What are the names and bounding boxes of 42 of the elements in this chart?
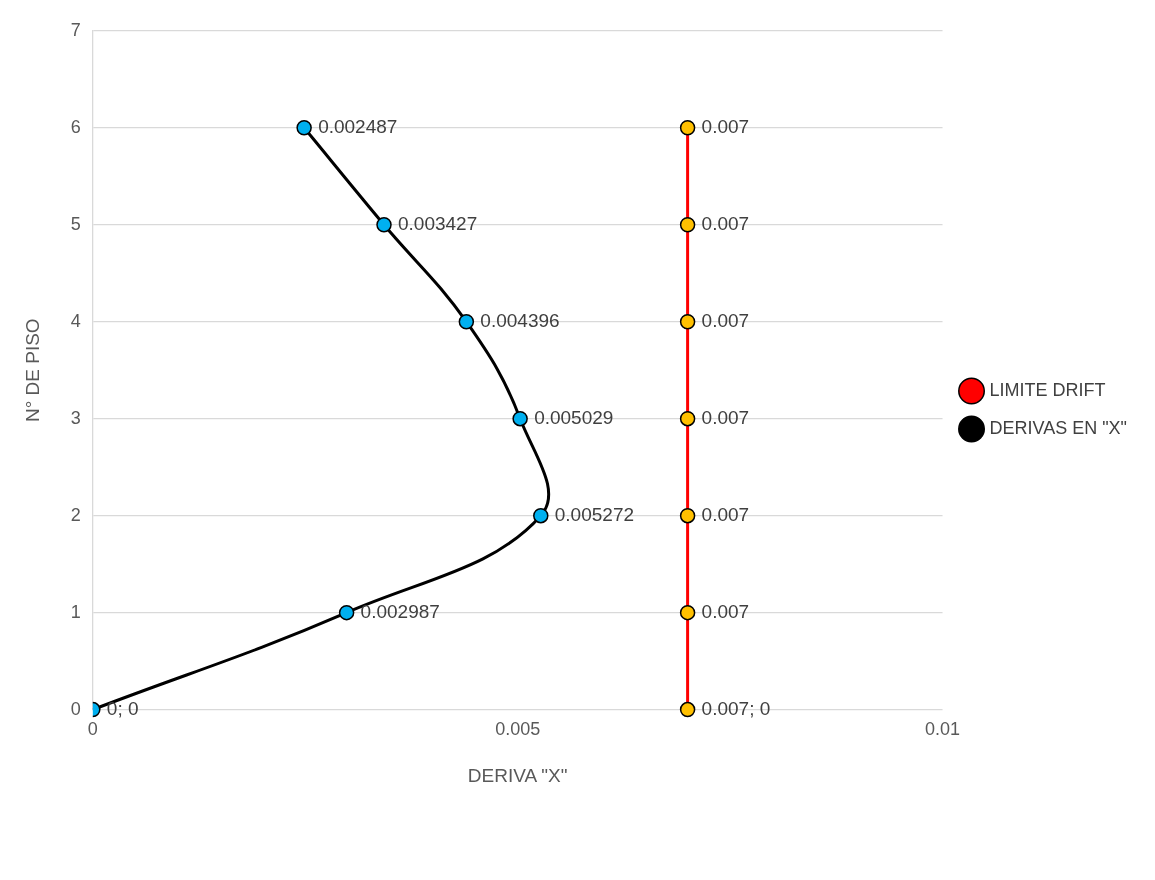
data-label: 0.002987 — [360, 600, 440, 622]
y-tick-label: 0 — [70, 698, 81, 719]
x-tick-label: 0.005 — [495, 719, 541, 740]
point — [679, 120, 696, 136]
y-tick-label: 1 — [70, 601, 81, 622]
point — [679, 701, 696, 718]
data-label: 0.002487 — [318, 116, 398, 138]
y-tick-label: 6 — [70, 116, 81, 137]
data-label: 0.007 — [701, 212, 750, 234]
x-tick-label: 0.01 — [925, 719, 961, 740]
data-label: 0.004396 — [480, 309, 560, 331]
point — [512, 410, 528, 427]
point — [458, 313, 475, 330]
data-label: 0.007 — [701, 600, 750, 622]
point — [679, 604, 696, 621]
point — [533, 507, 549, 524]
point — [376, 216, 392, 233]
legend-label: DERIVAS EN "X" — [989, 417, 1128, 438]
x-axis-title: DERIVA "X" — [467, 764, 568, 786]
y-axis-title: N° DE PISO — [21, 318, 43, 423]
y-tick-label: 3 — [70, 407, 81, 428]
point — [679, 216, 696, 233]
y-tick-label: 7 — [70, 19, 81, 40]
data-label: 0.007 — [701, 406, 750, 428]
point — [296, 120, 312, 136]
data-label: 0; 0 — [106, 697, 139, 719]
data-label: 0.003427 — [398, 212, 478, 234]
y-tick-label: 5 — [70, 213, 81, 234]
point — [679, 410, 696, 427]
y-tick-label: 4 — [70, 310, 81, 331]
data-label: 0.005272 — [554, 503, 635, 525]
legend-label: LIMITE DRIFT — [989, 379, 1106, 400]
point — [679, 507, 696, 524]
y-tick-label: 2 — [70, 504, 81, 525]
data-label: 0.005029 — [534, 406, 614, 428]
data-label: 0.007 — [701, 116, 750, 138]
data-label: 0.007 — [701, 503, 750, 525]
x-tick-label: 0 — [87, 719, 98, 740]
data-label: 0.007; 0 — [701, 697, 771, 719]
data-label: 0.007 — [701, 309, 750, 331]
point — [338, 604, 355, 621]
point — [679, 313, 696, 330]
